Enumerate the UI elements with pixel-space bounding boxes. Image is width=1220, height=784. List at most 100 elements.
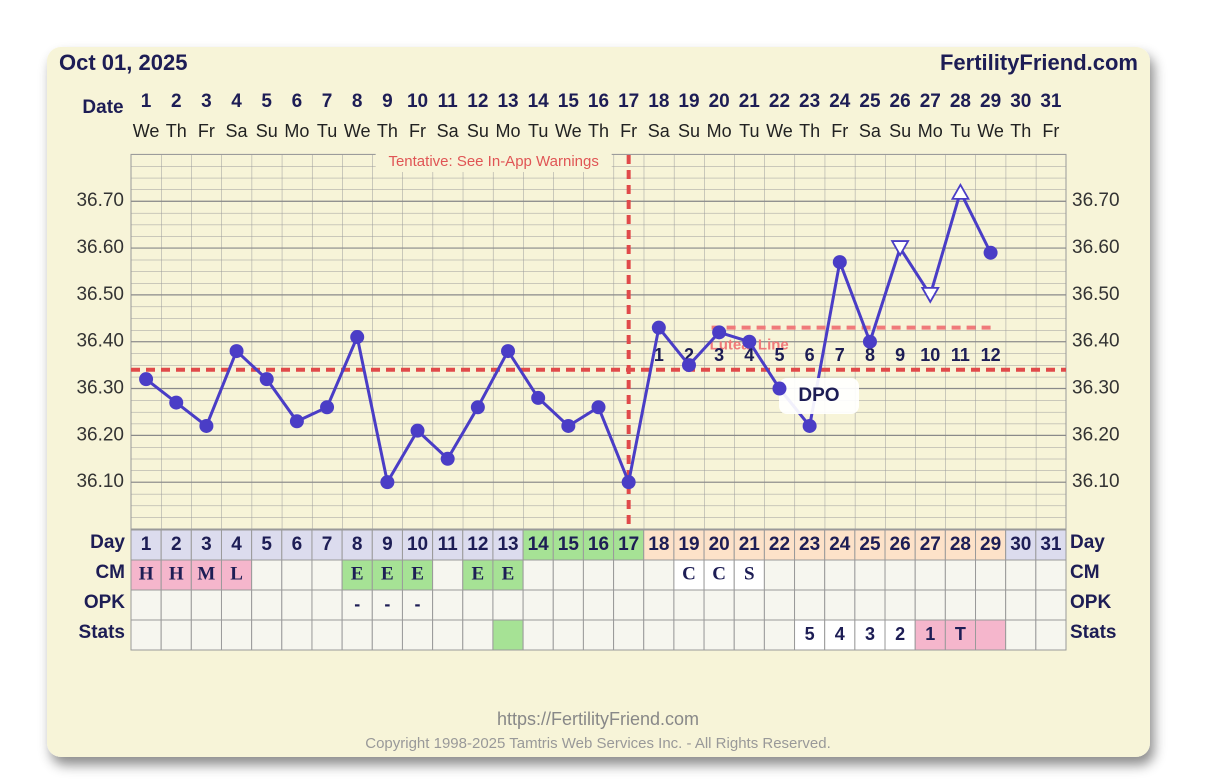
cell-text: 13	[497, 534, 518, 555]
footer-url: https://FertilityFriend.com	[497, 709, 699, 729]
cell-text: M	[197, 563, 215, 584]
temp-point	[983, 245, 998, 260]
dpo-label: 2	[684, 345, 694, 365]
cell-text: 10	[407, 534, 428, 555]
table-cell	[643, 619, 675, 651]
cell-text: 19	[678, 534, 699, 555]
weekday: Fr	[831, 121, 848, 141]
table-cell	[371, 559, 403, 591]
x-label: Date	[82, 97, 123, 118]
table-cell	[130, 559, 162, 591]
row-label: OPK	[84, 592, 125, 613]
date-number: 11	[438, 91, 459, 112]
temp-point	[139, 372, 154, 387]
date-number: 16	[588, 91, 609, 112]
date-number: 8	[352, 91, 363, 112]
weekday: Mo	[284, 121, 309, 141]
table-cell	[794, 559, 826, 591]
table-cell	[160, 589, 192, 621]
date-number: 30	[1010, 91, 1031, 112]
row-label-right: OPK	[1070, 592, 1111, 613]
weekday: We	[766, 121, 793, 141]
warning-note: Tentative: See In-App Warnings	[388, 153, 598, 170]
dpo-label: 4	[744, 345, 754, 365]
table-cell	[824, 589, 856, 621]
temp-point	[621, 475, 636, 490]
date-number: 1	[141, 91, 152, 112]
date-number: 25	[859, 91, 881, 112]
table-cell	[401, 619, 434, 651]
table-cell	[371, 619, 403, 651]
cell-text: 2	[171, 534, 182, 555]
table-cell	[251, 619, 283, 651]
table-cell	[613, 589, 645, 621]
table-cell	[401, 559, 434, 591]
date-number: 13	[497, 91, 518, 112]
cell-text: 9	[382, 534, 393, 555]
date-number: 9	[382, 91, 393, 112]
table-cell	[854, 619, 886, 651]
cell-text: 11	[438, 534, 459, 555]
table-cell	[582, 589, 615, 621]
weekday: Sa	[648, 121, 671, 141]
cell-text: H	[169, 563, 184, 584]
table-cell	[673, 589, 705, 621]
table-cell	[311, 589, 343, 621]
temp-point	[259, 372, 274, 387]
cell-text: 22	[769, 534, 790, 555]
y-tick-label-right: 36.70	[1072, 190, 1120, 211]
table-cell	[341, 589, 373, 621]
table-cell	[432, 529, 464, 561]
cell-text: E	[502, 563, 515, 584]
date-number: 10	[407, 91, 428, 112]
table-cell	[673, 619, 705, 651]
table-cell	[733, 589, 765, 621]
cell-text: S	[744, 563, 755, 584]
table-cell	[220, 619, 253, 651]
cell-text: -	[384, 594, 390, 614]
date-number: 21	[739, 91, 761, 112]
table-cell	[613, 619, 645, 651]
table-cell	[824, 559, 856, 591]
y-tick-label-right: 36.60	[1072, 237, 1120, 258]
weekday: Tu	[317, 121, 337, 141]
table-cell	[341, 619, 373, 651]
weekday: Su	[467, 121, 489, 141]
temp-point	[320, 400, 335, 415]
cell-text: L	[230, 563, 243, 584]
cell-text: E	[351, 563, 364, 584]
date-number: 4	[231, 91, 242, 112]
table-cell	[432, 559, 464, 591]
cell-text: C	[682, 563, 696, 584]
temp-point	[169, 395, 184, 410]
dpo-label: 11	[951, 345, 970, 365]
table-cell	[281, 529, 313, 561]
weekday: Mo	[707, 121, 732, 141]
table-cell	[311, 619, 343, 651]
date-number: 26	[890, 91, 911, 112]
table-cell	[643, 559, 675, 591]
date-number: 24	[829, 91, 851, 112]
table-cell	[492, 589, 524, 621]
table-cell	[975, 559, 1007, 591]
table-cell	[1035, 559, 1067, 591]
cell-text: 1	[141, 534, 152, 555]
table-cell	[190, 589, 222, 621]
table-cell	[884, 589, 916, 621]
date-number: 23	[799, 91, 820, 112]
dpo-label: 8	[865, 345, 875, 365]
table-cell	[763, 589, 796, 621]
table-cell	[914, 589, 946, 621]
table-cell	[492, 559, 524, 591]
table-cell	[220, 589, 253, 621]
table-cell	[432, 589, 464, 621]
dpo-label: 7	[835, 345, 845, 365]
table-cell	[733, 619, 765, 651]
date-number: 19	[678, 91, 699, 112]
cell-text: T	[955, 624, 966, 644]
table-cell	[552, 589, 584, 621]
y-tick-label-right: 36.10	[1072, 471, 1120, 492]
table-cell	[914, 559, 946, 591]
table-cell	[522, 559, 554, 591]
dpo-label: 1	[654, 345, 664, 365]
